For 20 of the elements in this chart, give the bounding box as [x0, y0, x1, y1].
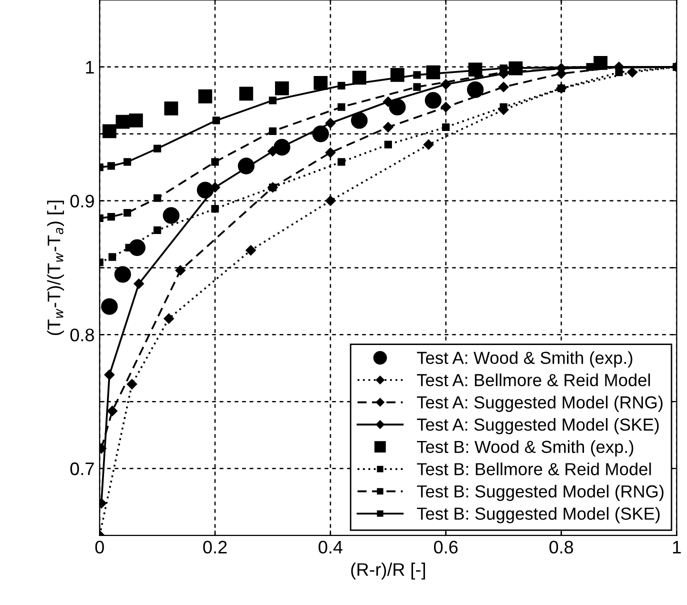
x-tick-label: 0.4: [318, 540, 342, 554]
x-tick-label: 0.2: [203, 540, 227, 554]
legend-label: Test A: Suggested Model (SKE): [416, 418, 659, 434]
x-tick-label: 0.6: [434, 540, 458, 554]
legend-label: Test B: Wood & Smith (exp.): [416, 440, 634, 456]
x-tick-label: 1: [673, 540, 681, 554]
legend-label: Test B: Suggested Model (RNG): [416, 484, 664, 502]
y-tick-label: 0.9: [70, 194, 94, 208]
legend-label: Test A: Wood & Smith (exp.): [416, 351, 632, 368]
x-tick-label: 0: [95, 540, 104, 554]
legend-label: Test A: Suggested Model (RNG): [416, 396, 663, 412]
x-tick-label: 0.8: [549, 540, 574, 554]
y-tick-label: 0.8: [70, 328, 94, 342]
legend-label: Test A: Bellmore & Reid Model: [416, 374, 650, 386]
x-axis-title: (R-r)/R [-]: [351, 562, 425, 580]
y-tick-label: 0.7: [70, 462, 94, 476]
y-axis-title: (T$_{w}$-T)/(T$_{w}$-T$_{a}$) [-]: [47, 200, 64, 336]
legend-label: Test B: Bellmore & Reid Model: [416, 462, 651, 476]
y-tick-label: 1: [86, 61, 94, 74]
legend-label: Test B: Suggested Model (SKE): [416, 507, 660, 524]
